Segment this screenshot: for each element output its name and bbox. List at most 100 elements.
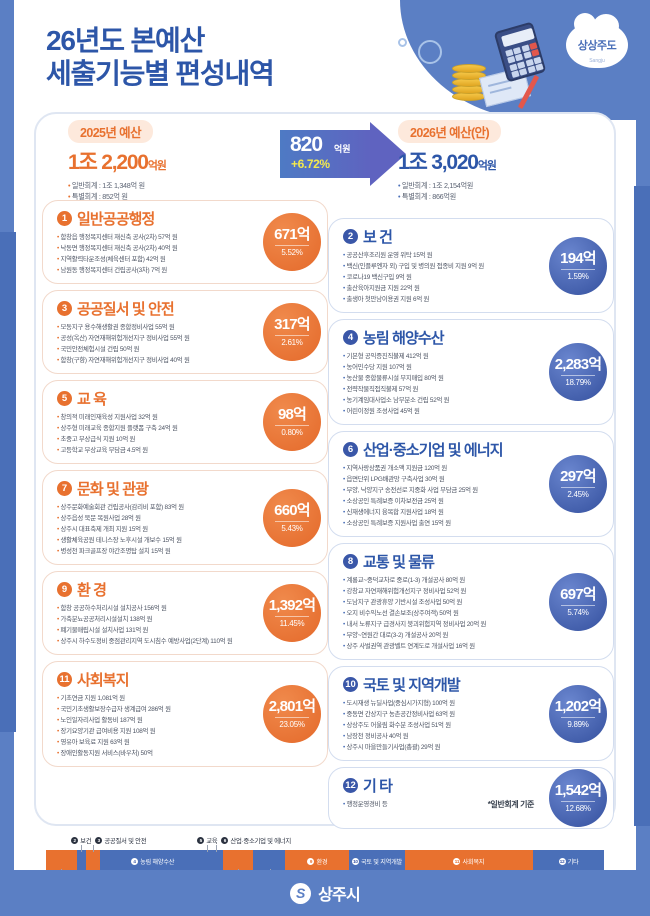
category-detail-item: 내서 노류지구 급경사지 붕괴위험지역 정비사업 20억 원 [343,619,539,630]
category-detail-item: 노인일자리사업 활동비 187억 원 [57,715,253,726]
category-detail-list: 도시재생 뉴딜사업(중심시가지형) 100억 원중동면 간상지구 농촌공간정비사… [343,698,539,753]
budget-category-item: 3 공공질서 및 안전모동지구 용수해생활권 종합정비사업 55억 원공성(옥산)… [42,290,328,375]
category-detail-item: 상주읍성 북문 복원사업 28억 원 [57,513,253,524]
segment-label-text: 보건 [80,838,92,845]
category-header: 8 교통 및 물류 [343,551,539,572]
current-year-amount-unit: 억원 [477,160,497,172]
category-detail-list: 공공산후조리원 운영 위탁 15억 원백신(인플루엔자 외) 구입 및 병의원 … [343,250,539,305]
segment-number-badge: 10 [351,857,359,865]
category-title: 일반공공행정 [77,211,155,228]
share-bar-segment: 11 사회복지 [404,850,534,872]
category-percent: 18.79% [565,378,591,388]
category-amount: 2,801억 [268,698,316,716]
bubble-divider [275,717,309,719]
page-title: 26년도 본예산 세출기능별 편성내역 [46,24,275,90]
category-detail-item: 남원동 행정복지센터 건립공사(3차) 7억 원 [57,265,253,276]
category-detail-item: 폐기물매립시설 설치사업 131억 원 [57,625,253,636]
segment-callout: 6 산업·중소기업 및 에너지 [221,836,291,845]
change-amount-value: 820 [290,133,323,156]
city-logo-icon: S [290,882,312,904]
category-detail-list: 상주문화예술회관 건립공사(감리비 포함) 83억 원상주읍성 북문 복원사업 … [57,502,253,557]
category-title: 기 타 [363,778,393,796]
page-header: 26년도 본예산 세출기능별 편성내역 상상주도 Sang [0,0,650,120]
brand-logo-sublabel: Sangju [589,58,605,64]
category-amount: 2,283억 [554,356,602,374]
segment-number-badge: 4 [131,857,139,865]
share-bar-segment [205,850,210,872]
category-title: 문화 및 관광 [77,481,149,499]
page-footer: S 상주시 [0,870,650,916]
segment-callout: 3 공공질서 및 안전 [95,836,147,845]
category-detail-item: 전략작물직접직불제 57억 원 [343,384,539,395]
bubble-divider [561,604,595,606]
category-percent: 5.43% [281,523,303,533]
share-bar-segment: 10 국토 및 지역개발 [349,850,405,872]
category-number-badge: 1 [57,211,72,226]
category-amount: 697억 [560,585,596,603]
category-detail-item: 함창(구향) 자연재해위험개선지구 정비사업 40억 원 [57,355,253,366]
bubble-divider [561,375,595,377]
category-number-badge: 2 [343,229,358,244]
category-header: 11 사회복지 [57,669,253,690]
category-detail-list: 모동지구 용수해생활권 종합정비사업 55억 원공성(옥산) 자연재해위험개선지… [57,322,253,366]
category-amount: 297억 [560,468,596,486]
category-detail-item: 신재생에너지 융복합 지원사업 18억 원 [343,507,539,518]
category-number-badge: 6 [343,442,358,458]
category-detail-item: 무양~연원간 대로(3-2) 개설공사 20억 원 [343,630,539,641]
current-year-note: 일반회계 : 1조 2,154억원 [398,180,501,191]
segment-label-text: 국토 및 지역개발 [360,858,402,866]
category-title: 환 경 [77,582,107,600]
share-bar-segment [223,850,254,872]
category-detail-item: 상주시 하수도정비 중점관리지역 도시침수 예방사업(2단계) 110억 원 [57,636,253,647]
callout-leader-line [216,845,218,852]
category-title: 농림 해양수산 [363,330,445,348]
category-amount-bubble: 317억 2.61% [263,303,321,362]
category-number-badge: 7 [57,481,72,497]
category-number-badge: 4 [343,330,358,346]
category-detail-item: 상주 사벌권역 관광벨트 연계도로 개설사업 16억 원 [343,641,539,652]
segment-number-badge: 9 [307,857,315,865]
stacked-share-bar: 4 농림 해양수산 9 환경 10 국토 및 지역개발 11 사회복지 12 기타 [46,850,604,872]
current-year-note: 특별회계 : 866억원 [398,191,501,202]
previous-year-amount-unit: 억원 [147,160,167,172]
budget-category-item: 2 보 건공공산후조리원 운영 위탁 15억 원백신(인플루엔자 외) 구입 및 … [328,218,614,314]
category-detail-list: 기초연금 지원 1,081억 원국민기초생활보장수급자 생계급여 286억 원노… [57,693,253,759]
category-title: 산업·중소기업 및 에너지 [363,442,504,460]
previous-year-pill: 2025년 예산 [68,120,153,143]
category-header: 10 국토 및 지역개발 [343,674,539,695]
category-amount-bubble: 194억 1.59% [549,236,607,295]
category-title: 교통 및 물류 [363,554,435,572]
category-number-badge: 5 [57,391,72,407]
category-header: 3 공공질서 및 안전 [57,298,253,319]
category-detail-item: 코로나19 백신구입 9억 원 [343,272,539,283]
share-bar-segment: 9 환경 [285,850,350,872]
segment-label-text: 사회복지 [462,858,485,866]
category-percent: 12.68% [565,804,591,814]
category-number-badge: 8 [343,554,358,570]
budget-category-grid: 1 일반공공행정함창읍 행정복지센터 재신축 공사(2차) 57억 원낙동면 행정… [36,200,618,830]
category-detail-item: 농산물 종합물류시설 부지매입 80억 원 [343,373,539,384]
brand-logo-label: 상상주도 [577,40,617,52]
callout-leader-line [207,845,209,852]
bubble-divider [275,425,309,427]
category-detail-list: 함창 공공하수처리시설 설치공사 156억 원가축분뇨공공처리시설설치 138억… [57,603,253,647]
budget-column-left: 1 일반공공행정함창읍 행정복지센터 재신축 공사(2차) 57억 원낙동면 행정… [42,200,328,773]
callout-leader-line [92,845,94,852]
budget-category-item: 8 교통 및 물류계룡교~중덕교차로 중로(1-3) 개설공사 80억 원강창교 … [328,543,614,661]
budget-summary: 2025년 예산 1조 2,200억원 일반회계 : 1조 1,348억 원 특… [36,120,618,201]
segment-number-badge: 12 [558,857,566,865]
category-amount-bubble: 660억 5.43% [263,488,321,547]
category-detail-item: 강창교 자연재해위험개선지구 정비사업 52억 원 [343,586,539,597]
category-percent: 5.74% [567,607,589,617]
segment-label-text: 공공질서 및 안전 [104,838,147,845]
share-bar-segment: 12 기타 [533,850,604,872]
share-bar-segment [76,850,86,872]
callout-leader-line [81,845,83,852]
category-header: 9 환 경 [57,579,253,600]
segment-label-text: 산업·중소기업 및 에너지 [230,838,291,845]
category-title: 국토 및 지역개발 [363,677,461,695]
category-amount: 1,202억 [554,697,602,715]
category-detail-item: 행정운영경비 등 [343,799,539,810]
category-detail-item: 장애인활동지원 서비스(바우처) 50억 [57,748,253,759]
